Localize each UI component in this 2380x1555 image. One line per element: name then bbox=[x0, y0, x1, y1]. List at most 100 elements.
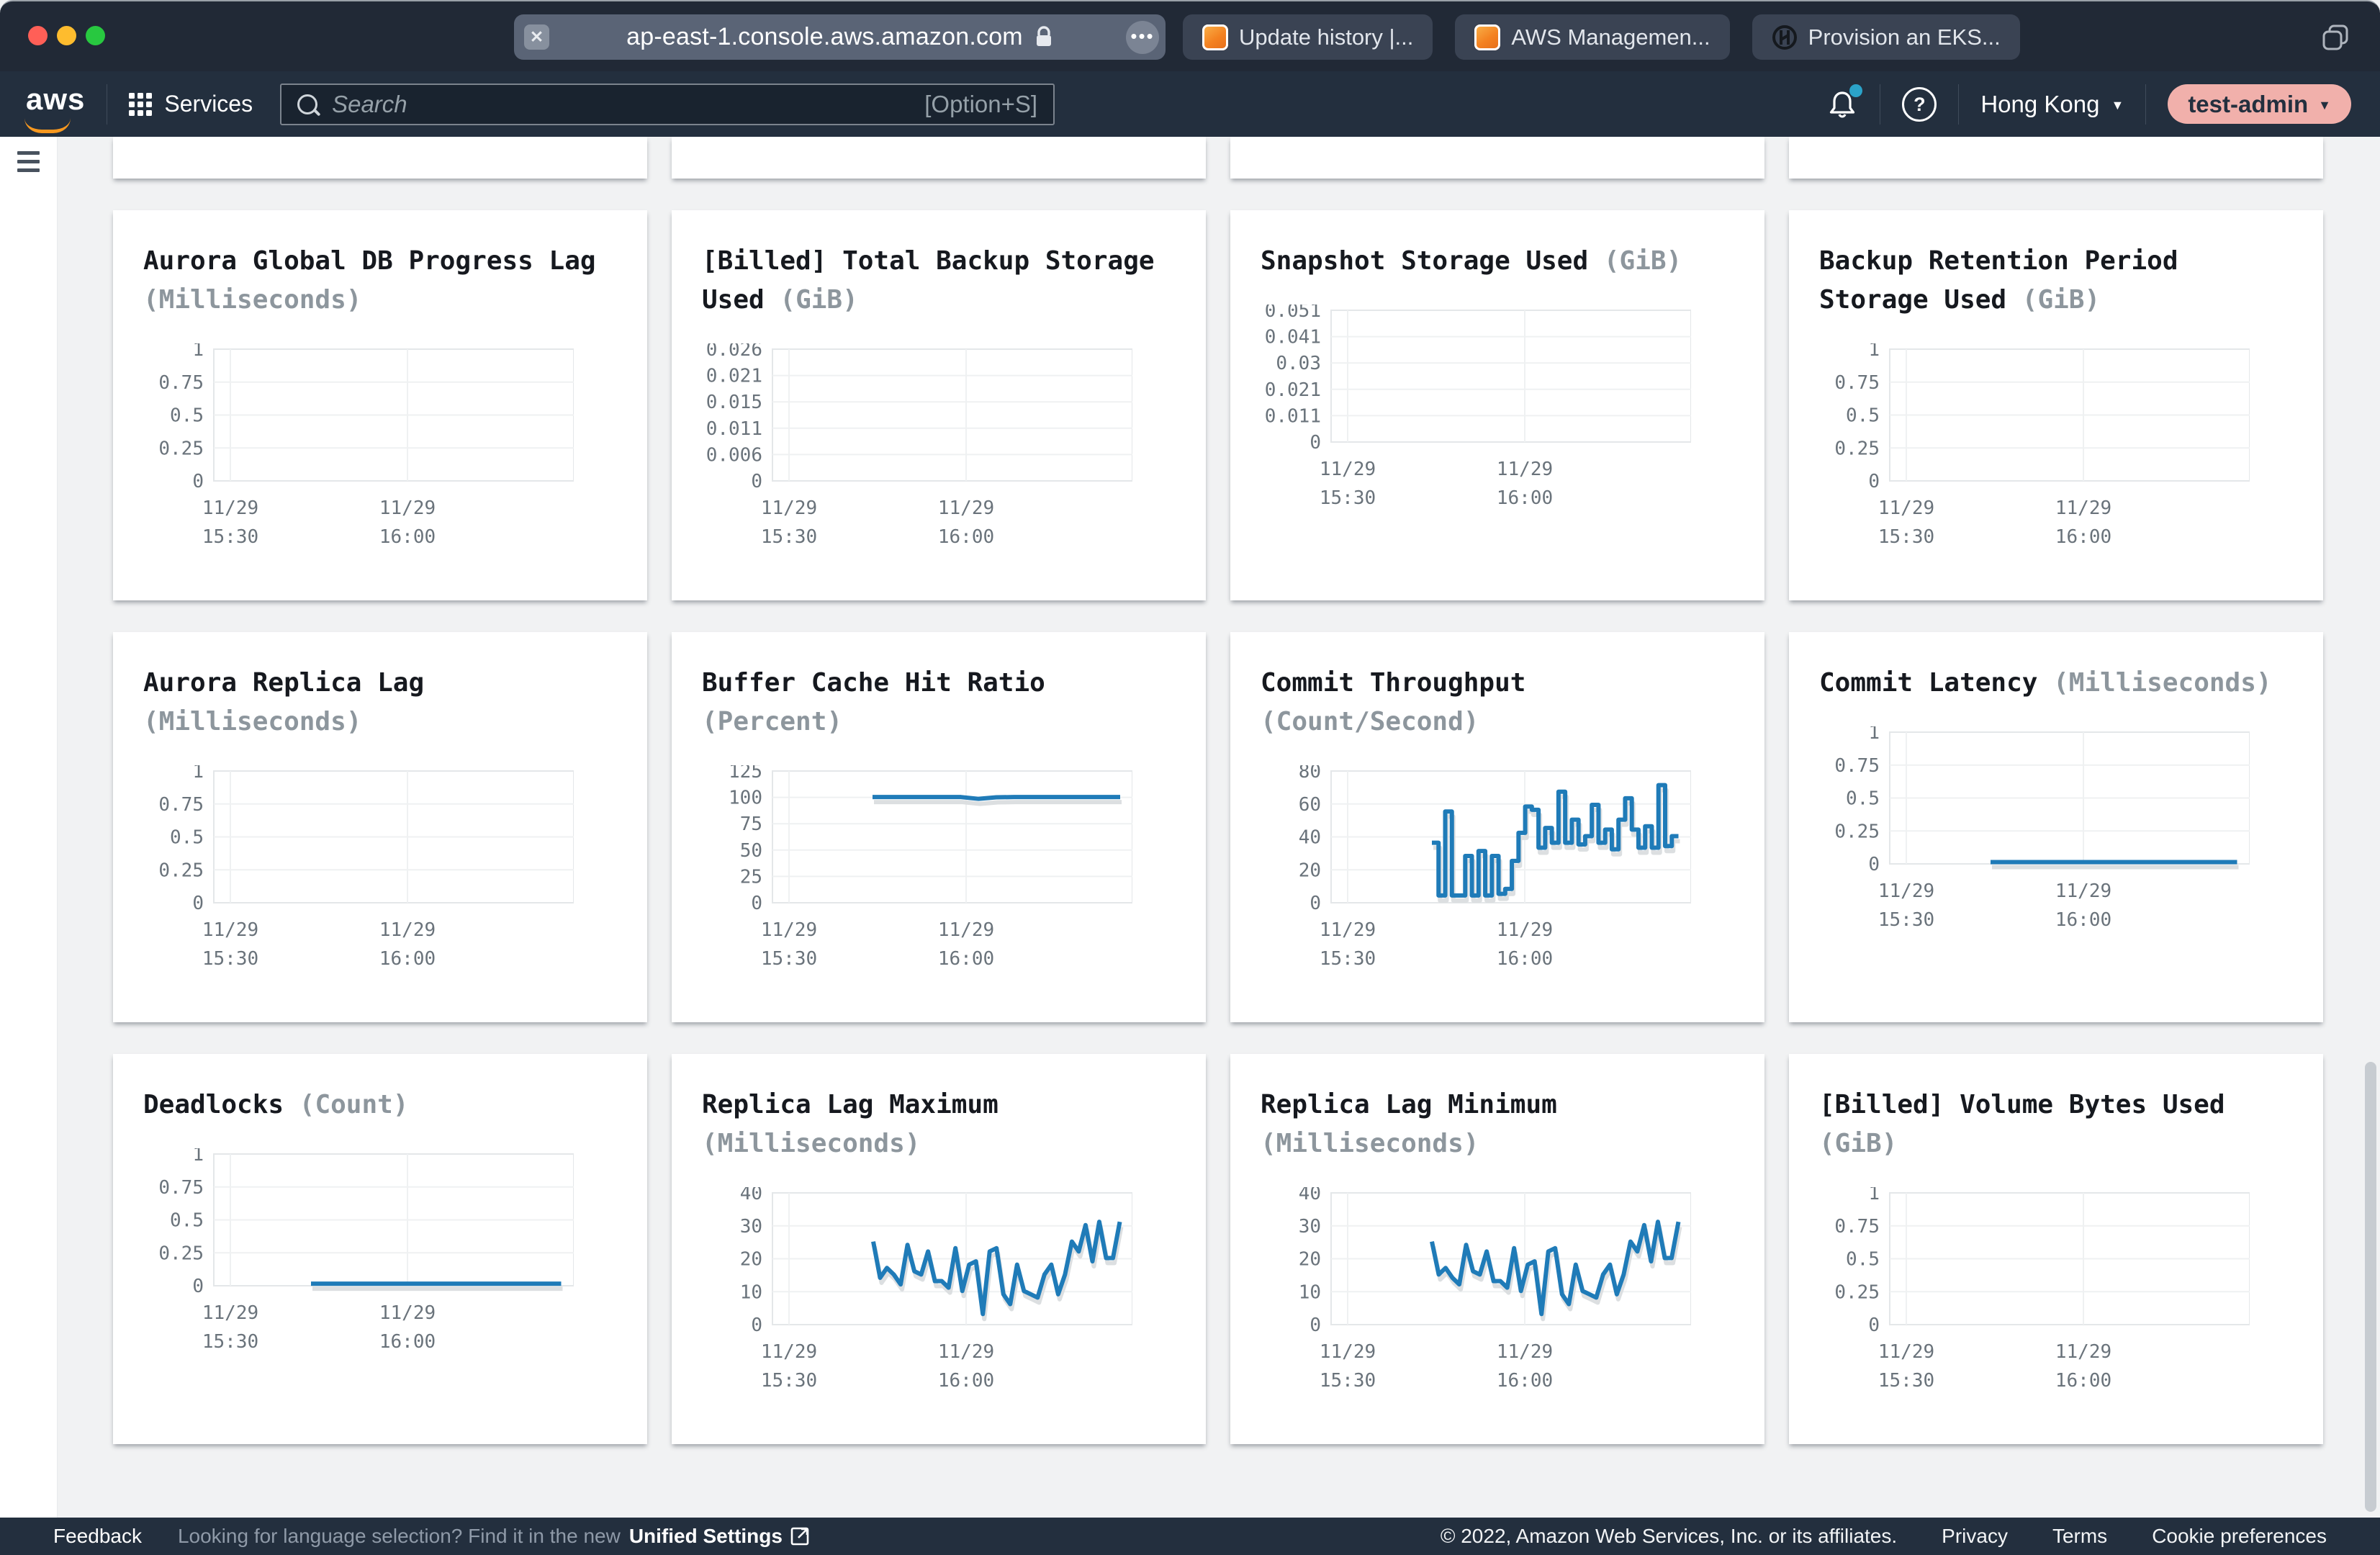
svg-text:16:00: 16:00 bbox=[938, 526, 994, 548]
svg-text:125: 125 bbox=[729, 765, 762, 783]
svg-text:75: 75 bbox=[740, 813, 762, 835]
page-settings-menu-icon[interactable]: ••• bbox=[1126, 21, 1159, 54]
svg-text:11/29: 11/29 bbox=[202, 919, 258, 941]
close-window-button[interactable] bbox=[28, 26, 48, 45]
metric-card-replica-lag-minimum[interactable]: Replica Lag Minimum (Milliseconds) 40 30 2… bbox=[1230, 1054, 1764, 1444]
feedback-link[interactable]: Feedback bbox=[53, 1525, 142, 1547]
svg-text:20: 20 bbox=[1299, 1249, 1321, 1271]
svg-text:16:00: 16:00 bbox=[2055, 1370, 2111, 1392]
fullscreen-window-button[interactable] bbox=[86, 26, 105, 45]
metric-chart[interactable]: 40 30 20 10 0 11/29 15:30 11/29 16:00 bbox=[672, 1187, 1132, 1392]
metric-chart[interactable]: 1 0.75 0.5 0.25 0 11/29 15:30 11/29 16:00 bbox=[113, 343, 574, 549]
terms-link[interactable]: Terms bbox=[2052, 1525, 2108, 1547]
metric-chart[interactable]: 1 0.75 0.5 0.25 0 11/29 15:30 11/29 16:00 bbox=[1789, 1187, 2250, 1392]
unified-settings-label: Unified Settings bbox=[628, 1525, 783, 1547]
lock-icon bbox=[1036, 25, 1051, 46]
tab-label: Provision an EKS... bbox=[1808, 24, 2001, 50]
svg-text:0.75: 0.75 bbox=[1834, 755, 1880, 777]
svg-text:16:00: 16:00 bbox=[379, 948, 436, 970]
metric-chart[interactable]: 125 100 75 50 25 0 11/29 15:30 11/29 16:00 bbox=[672, 765, 1132, 970]
metric-card-grid: Aurora Global DB Progress Lag (Milliseco… bbox=[113, 210, 2380, 1444]
address-bar[interactable]: ✕ ap-east-1.console.aws.amazon.com ••• bbox=[514, 14, 1166, 60]
svg-text:20: 20 bbox=[1299, 860, 1321, 881]
svg-text:0: 0 bbox=[1868, 471, 1880, 492]
metric-card-billed-volume-bytes-used[interactable]: [Billed] Volume Bytes Used (GiB) 1 0.75 0.… bbox=[1789, 1054, 2323, 1444]
external-link-icon bbox=[790, 1527, 809, 1546]
svg-text:0.015: 0.015 bbox=[706, 392, 762, 413]
metric-card-commit-throughput[interactable]: Commit Throughput (Count/Second) 80 60 40 2… bbox=[1230, 632, 1764, 1022]
svg-text:0.75: 0.75 bbox=[1834, 372, 1880, 394]
svg-text:0.75: 0.75 bbox=[158, 372, 204, 394]
svg-text:0.026: 0.026 bbox=[706, 343, 762, 361]
metric-card-commit-latency[interactable]: Commit Latency (Milliseconds) 1 0.75 0.5 0.… bbox=[1789, 632, 2323, 1022]
metric-title: Snapshot Storage Used (GiB) bbox=[1261, 246, 1682, 276]
metric-card-snapshot-storage-used[interactable]: Snapshot Storage Used (GiB) 0.051 0.041 0.… bbox=[1230, 210, 1764, 600]
notification-dot bbox=[1849, 84, 1863, 97]
metric-card-aurora-replica-lag[interactable]: Aurora Replica Lag (Milliseconds) 1 0.75 0… bbox=[113, 632, 647, 1022]
svg-text:60: 60 bbox=[1299, 794, 1321, 816]
svg-text:0: 0 bbox=[1310, 1315, 1321, 1336]
svg-text:0.011: 0.011 bbox=[1265, 405, 1321, 427]
metric-chart[interactable]: 0.051 0.041 0.03 0.021 0.011 0 11/29 15:30 11/29… bbox=[1230, 305, 1691, 510]
privacy-link[interactable]: Privacy bbox=[1942, 1525, 2008, 1547]
tab-aws-management[interactable]: AWS Managemen... bbox=[1455, 14, 1730, 60]
svg-text:0.03: 0.03 bbox=[1276, 353, 1321, 374]
metric-chart[interactable]: 1 0.75 0.5 0.25 0 11/29 15:30 11/29 16:00 bbox=[1789, 726, 2250, 932]
help-button[interactable]: ? bbox=[1902, 86, 1937, 122]
metric-card-backup-retention-period-storage-used[interactable]: Backup Retention Period Storage Used (Gi… bbox=[1789, 210, 2323, 600]
account-menu[interactable]: test-admin ▼ bbox=[2168, 84, 2351, 124]
metric-card-buffer-cache-hit-ratio[interactable]: Buffer Cache Hit Ratio (Percent) 125 100 7… bbox=[672, 632, 1206, 1022]
region-selector[interactable]: Hong Kong ▼ bbox=[1980, 91, 2124, 118]
svg-text:0.5: 0.5 bbox=[1846, 405, 1880, 427]
svg-text:11/29: 11/29 bbox=[1497, 1341, 1553, 1363]
tab-provision-eks[interactable]: Provision an EKS... bbox=[1752, 14, 2020, 60]
svg-text:11/29: 11/29 bbox=[1878, 1341, 1934, 1363]
metric-chart[interactable]: 40 30 20 10 0 11/29 15:30 11/29 16:00 bbox=[1230, 1187, 1691, 1392]
bell-icon bbox=[1830, 91, 1855, 117]
svg-text:0.5: 0.5 bbox=[1846, 1249, 1880, 1271]
metric-card-deadlocks[interactable]: Deadlocks (Count) 1 0.75 0.5 0.25 0 11/29 15:3… bbox=[113, 1054, 647, 1444]
metric-chart[interactable]: 0.026 0.021 0.015 0.011 0.006 0 11/29 15:30 11/2… bbox=[672, 343, 1132, 549]
metric-title: Aurora Global DB Progress Lag (Milliseco… bbox=[143, 246, 596, 315]
metric-chart[interactable]: 1 0.75 0.5 0.25 0 11/29 15:30 11/29 16:00 bbox=[113, 765, 574, 970]
svg-text:11/29: 11/29 bbox=[2055, 497, 2111, 519]
svg-text:40: 40 bbox=[1299, 827, 1321, 849]
svg-text:0.011: 0.011 bbox=[706, 418, 762, 440]
metric-chart[interactable]: 1 0.75 0.5 0.25 0 11/29 15:30 11/29 16:00 bbox=[1789, 343, 2250, 549]
svg-text:0.25: 0.25 bbox=[158, 860, 204, 881]
svg-text:15:30: 15:30 bbox=[202, 1331, 258, 1353]
unified-settings-link[interactable]: Unified Settings bbox=[629, 1525, 810, 1548]
language-prompt: Looking for language selection? Find it … bbox=[177, 1525, 621, 1547]
svg-text:0: 0 bbox=[751, 893, 762, 914]
metric-chart[interactable]: 80 60 40 20 0 11/29 15:30 11/29 16:00 bbox=[1230, 765, 1691, 970]
notifications-button[interactable] bbox=[1826, 84, 1863, 120]
aws-logo[interactable]: aws bbox=[24, 81, 86, 133]
metric-title: [Billed] Volume Bytes Used (GiB) bbox=[1819, 1090, 2225, 1158]
metric-chart[interactable]: 1 0.75 0.5 0.25 0 11/29 15:30 11/29 16:00 bbox=[113, 1148, 574, 1353]
nav-right-cluster: ? Hong Kong ▼ test-admin ▼ bbox=[1826, 84, 2351, 125]
services-menu-button[interactable]: Services bbox=[129, 91, 253, 117]
svg-text:0.25: 0.25 bbox=[158, 1243, 204, 1264]
window-controls[interactable] bbox=[28, 26, 105, 45]
search-input[interactable]: Search [Option+S] bbox=[280, 83, 1055, 125]
svg-text:11/29: 11/29 bbox=[202, 497, 258, 519]
tab-label: AWS Managemen... bbox=[1511, 24, 1710, 50]
metric-card-billed-total-backup-storage-used[interactable]: [Billed] Total Backup Storage Used (GiB)… bbox=[672, 210, 1206, 600]
metric-card-replica-lag-maximum[interactable]: Replica Lag Maximum (Milliseconds) 40 30 2… bbox=[672, 1054, 1206, 1444]
svg-text:15:30: 15:30 bbox=[1320, 487, 1376, 509]
svg-text:15:30: 15:30 bbox=[1878, 1370, 1934, 1392]
chevron-down-icon: ▼ bbox=[2318, 98, 2331, 112]
svg-text:0.021: 0.021 bbox=[1265, 379, 1321, 401]
metric-card-aurora-global-db-progress-lag[interactable]: Aurora Global DB Progress Lag (Milliseco… bbox=[113, 210, 647, 600]
tab-update-history[interactable]: Update history |... bbox=[1183, 14, 1433, 60]
browser-tabs: Update history |... AWS Managemen... Pro… bbox=[1183, 14, 2020, 60]
scrollbar-thumb[interactable] bbox=[2365, 1062, 2376, 1512]
svg-text:15:30: 15:30 bbox=[1320, 1370, 1376, 1392]
svg-text:11/29: 11/29 bbox=[2055, 1341, 2111, 1363]
minimize-window-button[interactable] bbox=[57, 26, 76, 45]
svg-text:0.25: 0.25 bbox=[1834, 438, 1880, 459]
sidebar-menu-icon[interactable] bbox=[17, 151, 40, 172]
copyright-text: © 2022, Amazon Web Services, Inc. or its… bbox=[1440, 1525, 1898, 1547]
cookie-preferences-link[interactable]: Cookie preferences bbox=[2152, 1525, 2327, 1547]
tab-overview-icon[interactable] bbox=[2321, 23, 2350, 52]
